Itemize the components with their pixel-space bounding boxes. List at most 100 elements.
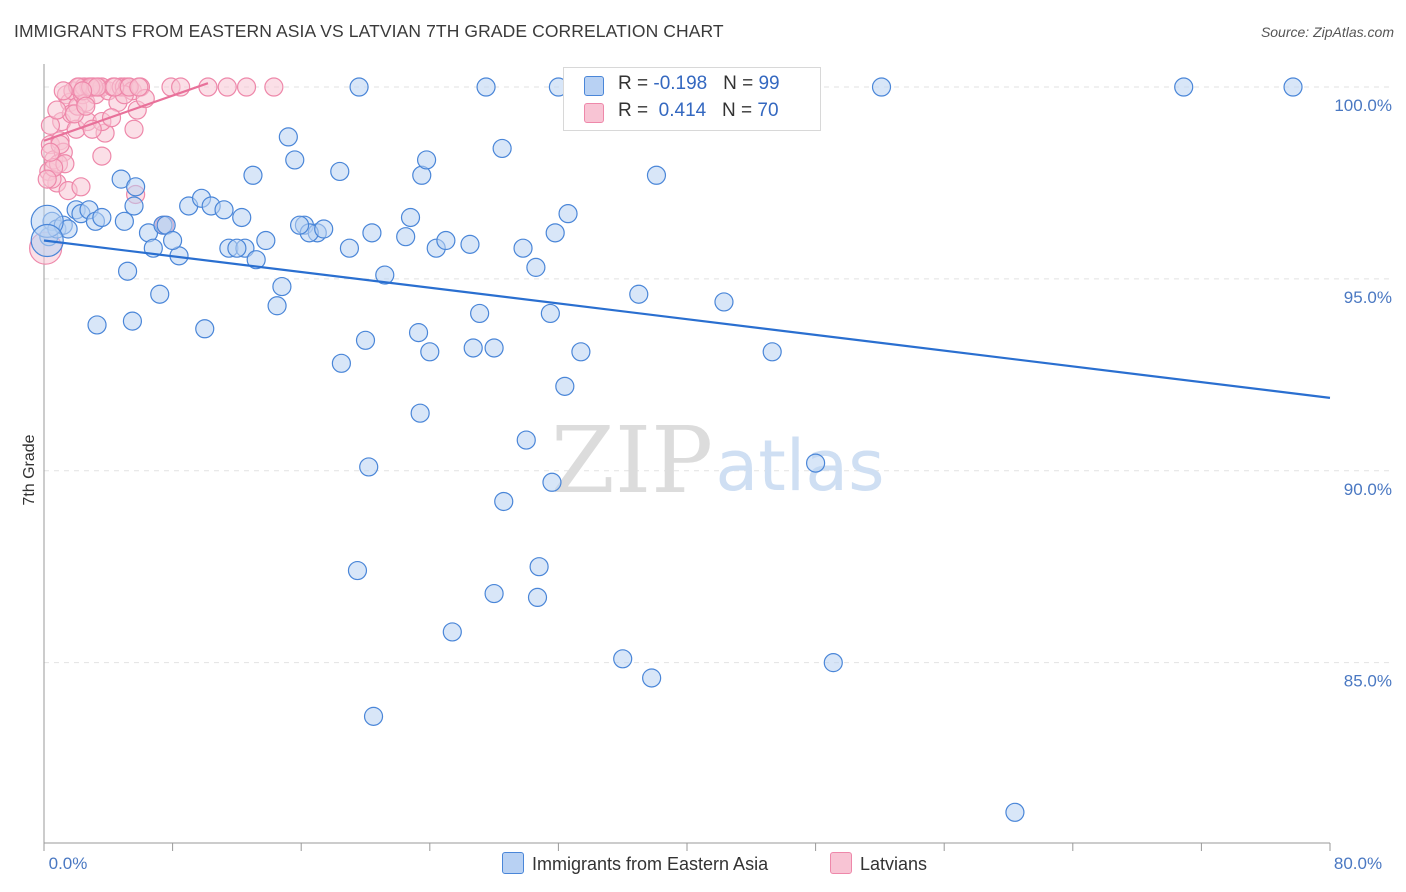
data-point xyxy=(527,587,548,608)
data-point xyxy=(396,227,416,247)
data-point xyxy=(410,403,430,423)
data-point xyxy=(540,303,560,324)
legend-swatch-pink xyxy=(830,852,852,874)
data-point xyxy=(555,376,575,396)
data-point xyxy=(217,77,237,97)
data-point xyxy=(150,284,170,304)
data-point xyxy=(198,77,218,97)
watermark: ZIP atlas xyxy=(551,407,885,514)
data-point xyxy=(463,338,483,358)
data-point xyxy=(529,557,549,577)
data-point xyxy=(1005,802,1025,822)
data-point xyxy=(117,261,138,281)
data-point xyxy=(420,342,440,362)
data-point xyxy=(363,706,384,726)
data-point xyxy=(542,472,562,492)
legend-r-label: R = xyxy=(618,100,654,121)
data-point xyxy=(558,204,578,224)
data-point xyxy=(571,342,591,362)
chart-title: IMMIGRANTS FROM EASTERN ASIA VS LATVIAN … xyxy=(14,21,724,41)
data-point xyxy=(53,81,73,101)
data-point xyxy=(122,311,143,331)
data-point xyxy=(214,200,234,220)
legend-swatch-blue xyxy=(584,76,604,96)
series-eastern-asia-points xyxy=(30,77,1303,822)
y-axis-title: 7th Grade xyxy=(21,434,38,505)
legend-swatch-blue xyxy=(502,852,524,874)
data-point xyxy=(375,265,395,285)
data-point xyxy=(256,230,276,251)
data-point xyxy=(264,77,284,97)
data-point xyxy=(314,219,334,239)
data-point xyxy=(331,353,351,373)
data-point xyxy=(71,177,91,197)
legend-n-label: N = xyxy=(722,100,758,121)
trend-line-latvians xyxy=(43,82,209,142)
data-point xyxy=(526,257,546,277)
data-point xyxy=(545,223,565,243)
trend-line-eastern-asia xyxy=(43,239,1331,399)
data-point xyxy=(243,165,263,185)
data-point xyxy=(246,250,266,270)
legend-n-label: N = xyxy=(723,73,759,94)
data-point xyxy=(516,430,536,450)
data-point xyxy=(339,238,360,258)
data-point xyxy=(629,284,649,304)
data-point xyxy=(289,215,310,235)
data-point xyxy=(76,96,96,116)
x-tick-label-min: 0.0% xyxy=(49,854,88,873)
data-point xyxy=(330,161,350,182)
legend-n-value: 99 xyxy=(758,73,780,94)
data-point xyxy=(714,292,734,312)
data-point xyxy=(114,211,134,231)
y-tick-label: 95.0% xyxy=(1344,288,1392,307)
bottom-legend-latvians: Latvians xyxy=(830,852,927,875)
data-point xyxy=(278,127,298,147)
data-point xyxy=(484,583,504,604)
data-point xyxy=(40,142,61,162)
data-point xyxy=(272,276,292,297)
data-point xyxy=(47,100,67,120)
y-tick-label: 90.0% xyxy=(1344,480,1392,499)
data-point xyxy=(762,342,782,362)
legend-n-value: 70 xyxy=(757,100,779,121)
source-credit: Source: ZipAtlas.com xyxy=(1260,24,1394,40)
data-point xyxy=(513,238,533,258)
data-point xyxy=(642,668,662,688)
data-point xyxy=(613,649,633,669)
legend-swatch-pink xyxy=(584,103,604,123)
legend-r-value: -0.198 xyxy=(653,73,708,94)
data-point xyxy=(436,230,456,251)
data-point xyxy=(460,234,480,254)
data-point xyxy=(359,457,379,477)
data-point xyxy=(494,491,514,512)
data-point xyxy=(484,338,504,358)
data-point xyxy=(232,207,252,228)
data-point xyxy=(408,323,429,343)
data-point xyxy=(124,196,144,216)
y-tick-labels: 85.0% 90.0% 95.0% 100.0% xyxy=(1334,96,1392,691)
data-point xyxy=(470,303,490,324)
data-point xyxy=(236,77,257,97)
watermark-zip: ZIP xyxy=(551,407,713,514)
data-point xyxy=(416,150,437,170)
data-point xyxy=(871,77,892,97)
data-point xyxy=(492,138,512,159)
data-point xyxy=(442,622,462,642)
data-point xyxy=(126,177,146,197)
data-point xyxy=(1174,77,1194,97)
data-point xyxy=(823,653,843,673)
data-point xyxy=(129,77,149,97)
data-point xyxy=(646,165,667,185)
stats-legend: R = -0.198 N = 99 R = 0.414 N = 70 xyxy=(563,67,821,131)
data-point xyxy=(347,560,368,581)
data-point xyxy=(92,146,112,166)
data-point xyxy=(124,119,144,139)
legend-label-latvians: Latvians xyxy=(860,854,928,874)
x-tick-label-max: 80.0% xyxy=(1334,854,1382,873)
series-latvians-points xyxy=(29,77,284,265)
legend-label-eastern-asia: Immigrants from Eastern Asia xyxy=(532,854,769,874)
data-point xyxy=(87,315,107,335)
data-point xyxy=(362,223,382,243)
data-point xyxy=(349,77,369,97)
